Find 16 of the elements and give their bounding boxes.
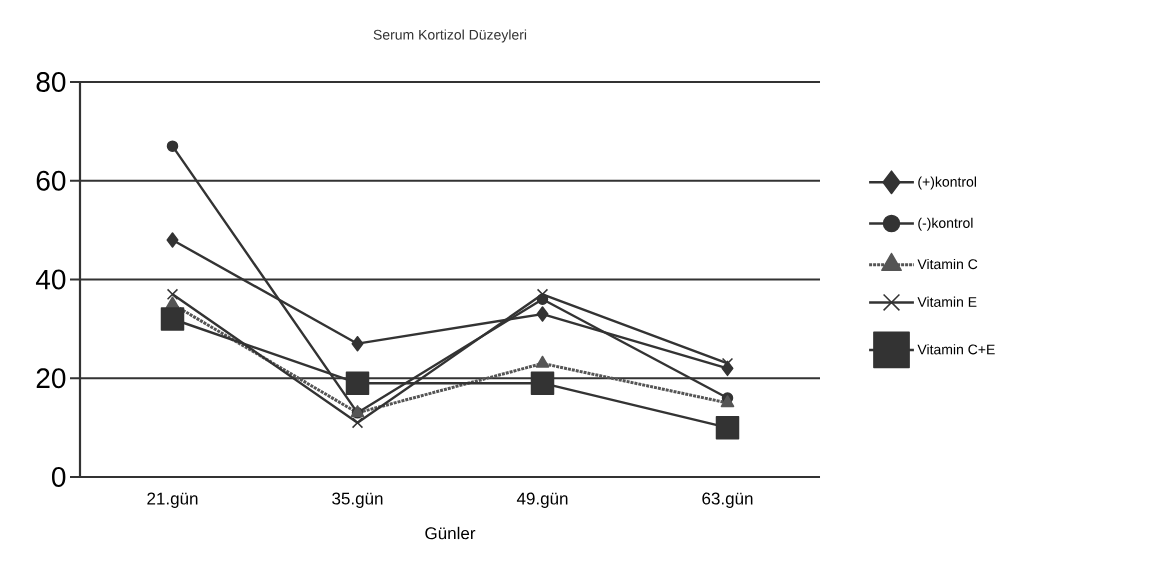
y-tick-label: 0 <box>51 467 66 487</box>
x-tick-label: 49.gün <box>516 492 568 508</box>
legend-label: Vitamin C <box>917 258 978 270</box>
legend-label: (-)kontrol <box>918 217 973 231</box>
y-tick-label: 80 <box>36 72 66 92</box>
x-tick-label: 21.gün <box>147 492 198 508</box>
x-tick-label: 63.gün <box>702 492 753 508</box>
y-tick-label: 20 <box>36 368 66 389</box>
legend-label: Vitamin E <box>917 296 977 307</box>
x-axis-title: Günler <box>425 526 476 540</box>
legend-label: Vitamin C+E <box>917 344 995 355</box>
x-tick-label: 35.gün <box>332 492 383 508</box>
chart-title: Serum Kortizol Düzeyleri <box>373 29 527 43</box>
y-tick-label: 60 <box>36 170 66 191</box>
y-tick-label: 40 <box>35 269 66 290</box>
legend-label: (+)kontrol <box>918 176 976 190</box>
